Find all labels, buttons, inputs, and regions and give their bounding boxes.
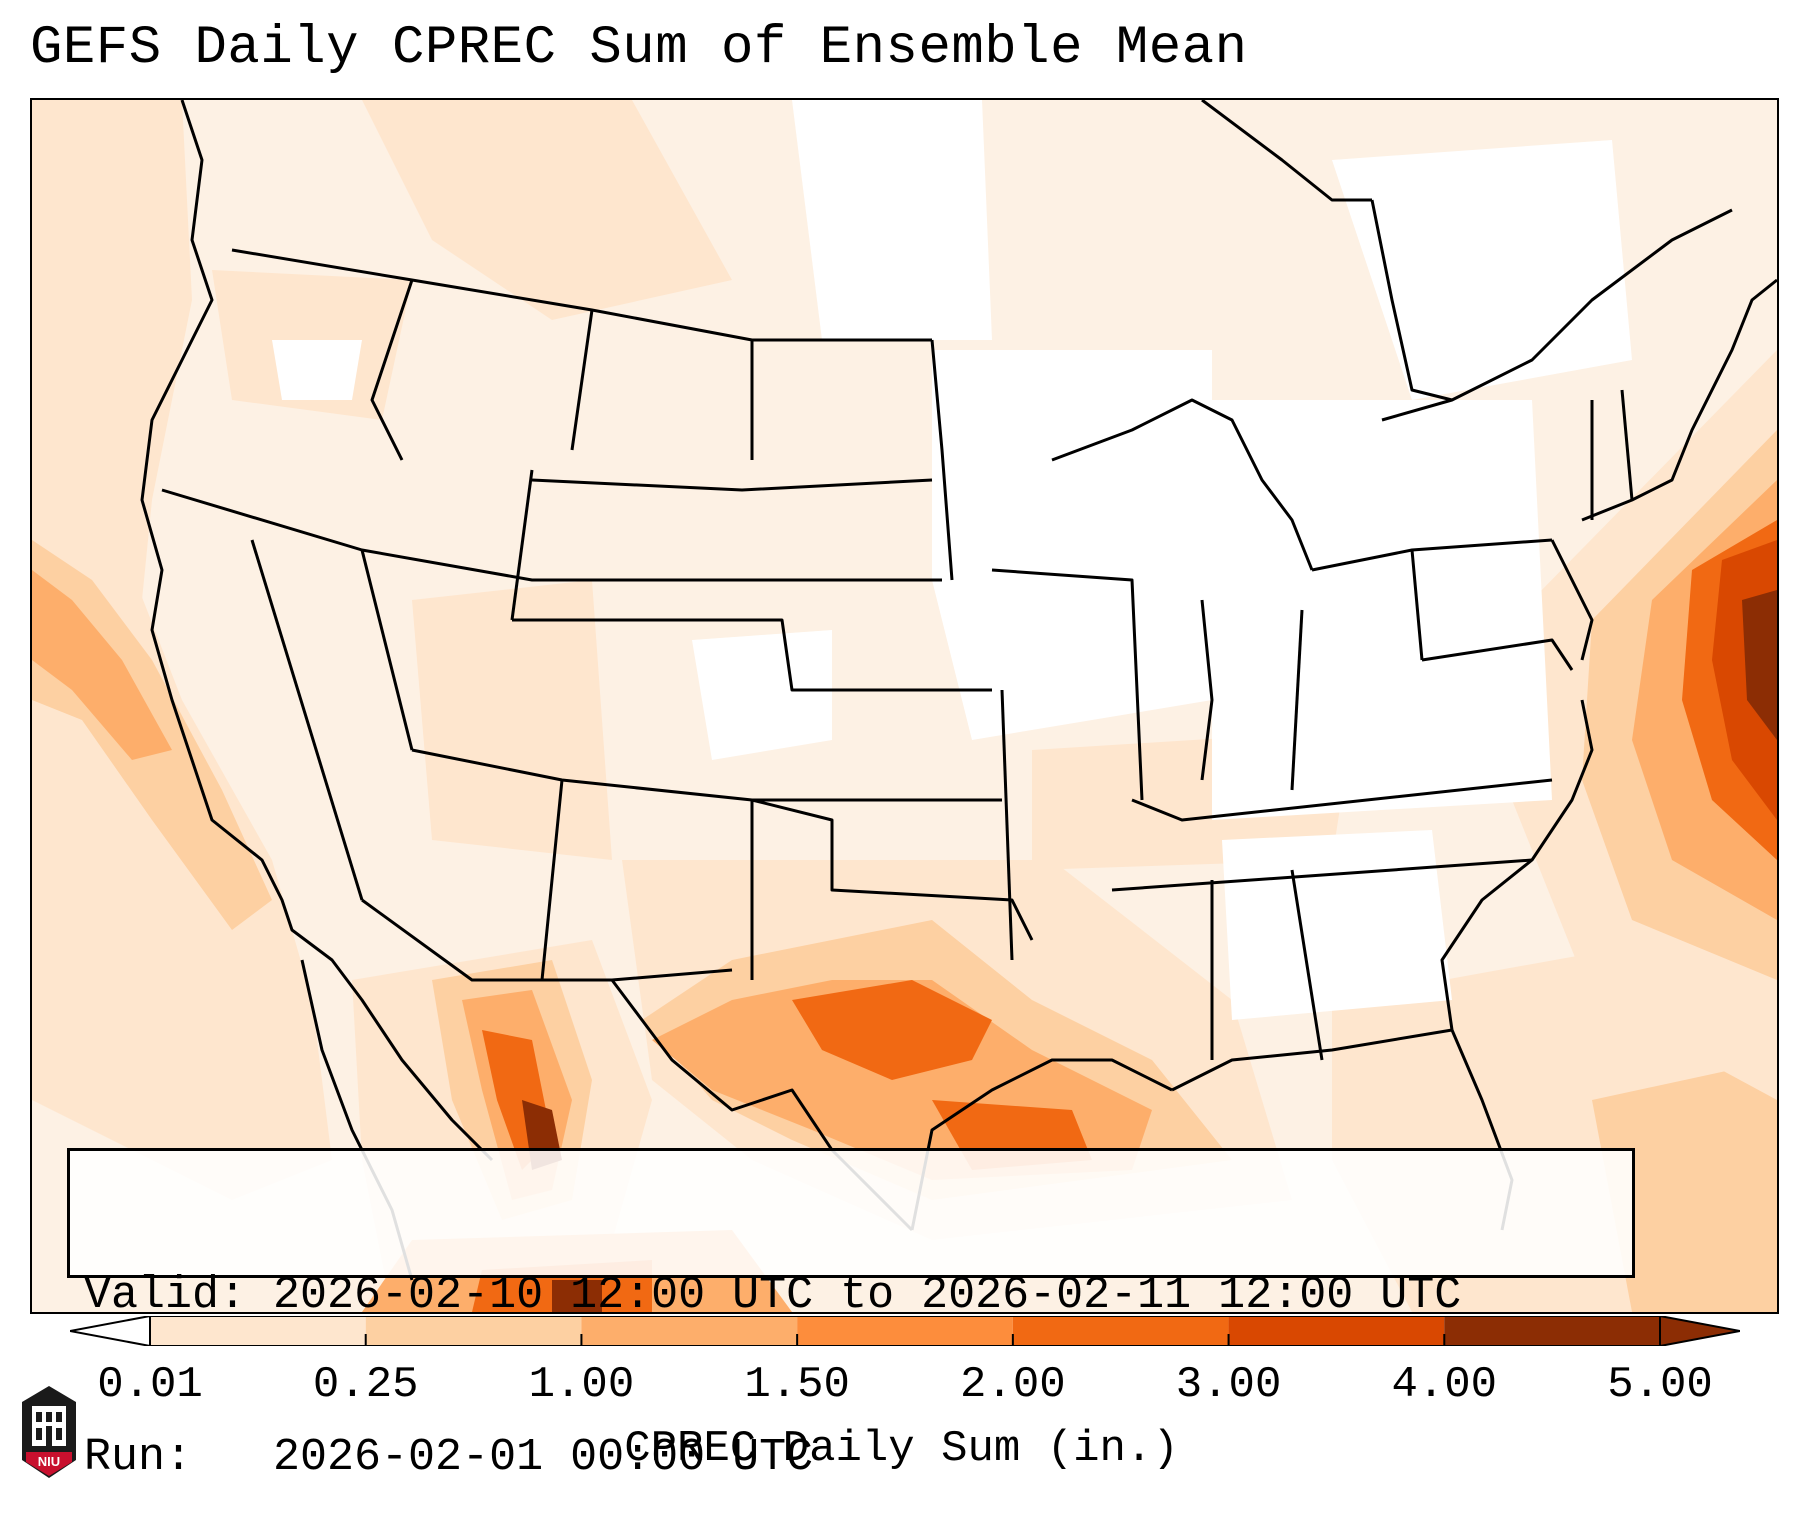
- colorbar-tick-label: 0.25: [312, 1360, 419, 1410]
- colorbar-segment: [1012, 1316, 1229, 1346]
- colorbar-ticks: [149, 1334, 1661, 1346]
- colorbar-tick-label: 1.00: [528, 1360, 635, 1410]
- colorbar-max-extend: [1659, 1316, 1740, 1346]
- precipitation-map: [30, 98, 1779, 1314]
- colorbar-segment: [797, 1316, 1013, 1346]
- colorbar-segment: [581, 1316, 798, 1346]
- colorbar-tick-label: 0.01: [97, 1360, 203, 1410]
- colorbar-tick-label: 2.00: [960, 1360, 1066, 1410]
- colorbar-segments: [149, 1316, 1661, 1346]
- colorbar-min-extend: [70, 1316, 151, 1346]
- map-canvas: [32, 100, 1777, 1312]
- colorbar-segment: [150, 1316, 366, 1346]
- colorbar-tick-label: 5.00: [1607, 1360, 1713, 1410]
- colorbar-tick-label: 3.00: [1175, 1360, 1282, 1410]
- colorbar-tick-label: 4.00: [1391, 1360, 1498, 1410]
- boundaries: [140, 100, 1777, 1281]
- colorbar-tick-label: 1.50: [744, 1360, 850, 1410]
- colorbar-segment: [365, 1316, 582, 1346]
- page-title: GEFS Daily CPREC Sum of Ensemble Mean: [30, 18, 1248, 79]
- valid-time-box: Valid: 2026-02-10 12:00 UTC to 2026-02-1…: [67, 1148, 1635, 1483]
- valid-time-line: Valid: 2026-02-10 12:00 UTC to 2026-02-1…: [84, 1270, 1462, 1321]
- logo-text: NIU: [38, 1454, 60, 1469]
- colorbar: [70, 1316, 1740, 1346]
- colorbar-segment: [1228, 1316, 1445, 1346]
- university-seal-icon: NIU: [22, 1386, 76, 1478]
- run-time-line: Run: 2026-02-01 00:00 UTC: [84, 1432, 814, 1483]
- colorbar-label: CPREC Daily Sum (in.): [624, 1424, 1179, 1474]
- colorbar-segment: [1444, 1316, 1660, 1346]
